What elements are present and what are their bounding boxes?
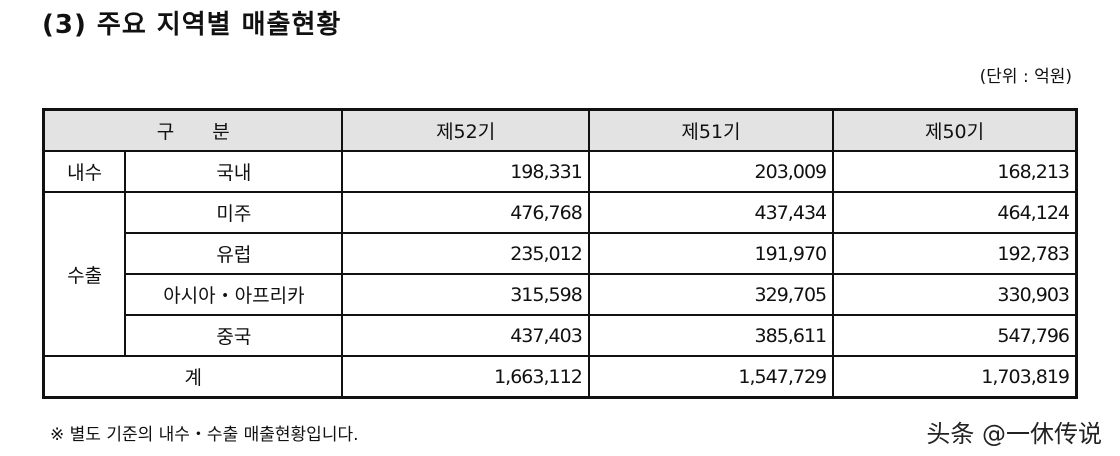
cell: 330,903 — [832, 273, 1078, 316]
total-label: 계 — [42, 355, 344, 399]
cell: 464,124 — [832, 191, 1078, 234]
header-category: 구 분 — [42, 108, 344, 152]
cell: 198,331 — [341, 150, 590, 193]
cell: 1,703,819 — [832, 355, 1078, 399]
table-row: 중국 437,403 385,611 547,796 — [44, 314, 1078, 357]
watermark: 头条 @一休传说 — [926, 420, 1102, 448]
cell: 192,783 — [832, 232, 1078, 275]
table-row: 수출 미주 476,768 437,434 464,124 — [42, 191, 1078, 357]
row-label: 아시아・아프리카 — [124, 273, 344, 316]
cell: 1,663,112 — [341, 355, 590, 399]
table-row: 유럽 235,012 191,970 192,783 — [44, 232, 1078, 275]
cell: 385,611 — [587, 314, 835, 357]
table-row: 아시아・아프리카 315,598 329,705 330,903 — [44, 273, 1078, 316]
total-row: 계 1,663,112 1,547,729 1,703,819 — [42, 355, 1078, 399]
header-col: 제52기 — [341, 108, 590, 152]
cell: 437,403 — [341, 314, 590, 357]
sales-by-region-table: 구 분 제52기 제51기 제50기 내수 국내 198,331 203,009… — [42, 108, 1078, 399]
row-label: 미주 — [124, 191, 344, 234]
unit-label: (단위 : 억원) — [979, 67, 1072, 87]
header-row: 구 분 제52기 제51기 제50기 — [42, 108, 1078, 152]
header-col: 제51기 — [587, 108, 835, 152]
cell: 235,012 — [341, 232, 590, 275]
cell: 329,705 — [587, 273, 835, 316]
cell: 476,768 — [341, 191, 590, 234]
header-col: 제50기 — [832, 108, 1078, 152]
group-domestic: 내수 — [42, 150, 127, 193]
page-title: (3) 주요 지역별 매출현황 — [42, 10, 342, 40]
cell: 437,434 — [587, 191, 835, 234]
table-row: 내수 국내 198,331 203,009 168,213 — [42, 150, 1078, 193]
cell: 315,598 — [341, 273, 590, 316]
cell: 168,213 — [832, 150, 1078, 193]
group-export: 수출 — [42, 191, 127, 357]
cell: 1,547,729 — [587, 355, 835, 399]
row-label: 국내 — [124, 150, 344, 193]
cell: 203,009 — [587, 150, 835, 193]
footnote: ※ 별도 기준의 내수・수출 매출현황입니다. — [50, 425, 359, 445]
row-label: 중국 — [124, 314, 344, 357]
row-label: 유럽 — [124, 232, 344, 275]
cell: 191,970 — [587, 232, 835, 275]
cell: 547,796 — [832, 314, 1078, 357]
